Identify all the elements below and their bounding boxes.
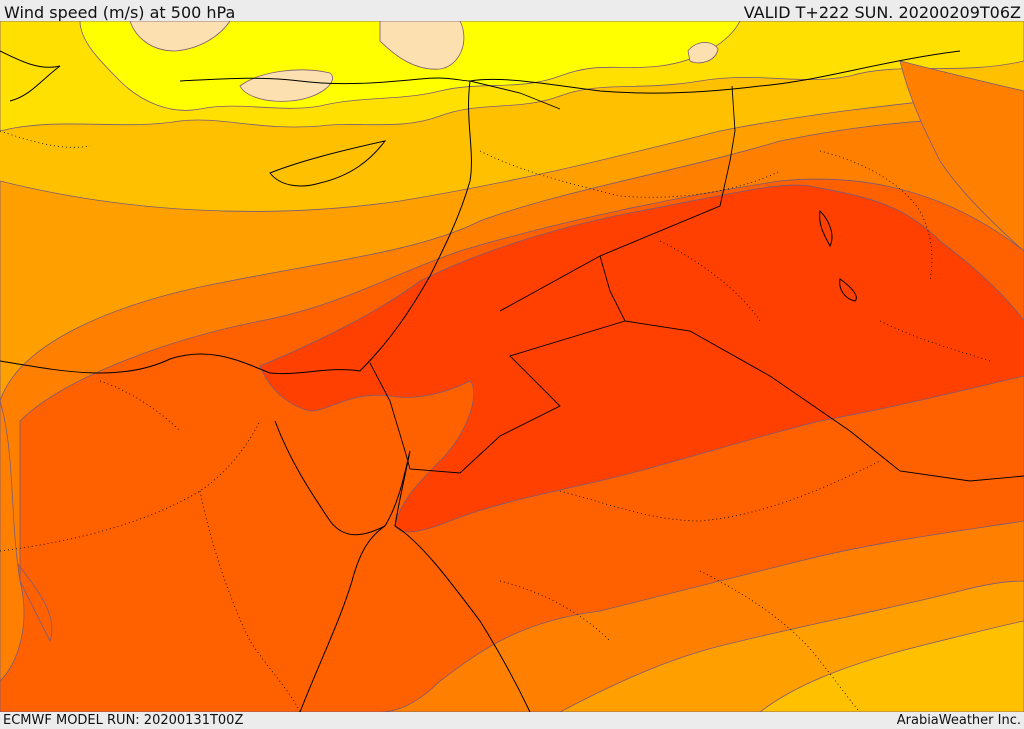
country-borders xyxy=(369,80,1024,482)
map-title: Wind speed (m/s) at 500 hPa xyxy=(4,3,236,22)
model-run-label: ECMWF MODEL RUN: 20200131T00Z xyxy=(3,713,244,728)
coastlines xyxy=(0,50,961,712)
speed-band-east xyxy=(899,60,1024,252)
speed-band-west xyxy=(0,400,25,682)
wind-speed-map xyxy=(0,21,1024,712)
footer-bar: ECMWF MODEL RUN: 20200131T00Z ArabiaWeat… xyxy=(0,712,1024,729)
valid-time-label: VALID T+222 SUN. 20200209T06Z xyxy=(743,3,1021,22)
dotted-boundaries xyxy=(0,130,991,712)
speed-band-south-yellow xyxy=(759,620,1024,712)
speed-band-peach-2 xyxy=(379,21,465,70)
header-bar: Wind speed (m/s) at 500 hPa VALID T+222 … xyxy=(0,0,1024,21)
map-canvas xyxy=(0,21,1024,712)
speed-band-peach-3 xyxy=(239,69,333,102)
credit-label: ArabiaWeather Inc. xyxy=(896,713,1021,728)
speed-band-peach-1 xyxy=(129,21,231,52)
speed-band-peach-4 xyxy=(687,42,719,64)
speed-band-jet-core xyxy=(259,184,1024,533)
